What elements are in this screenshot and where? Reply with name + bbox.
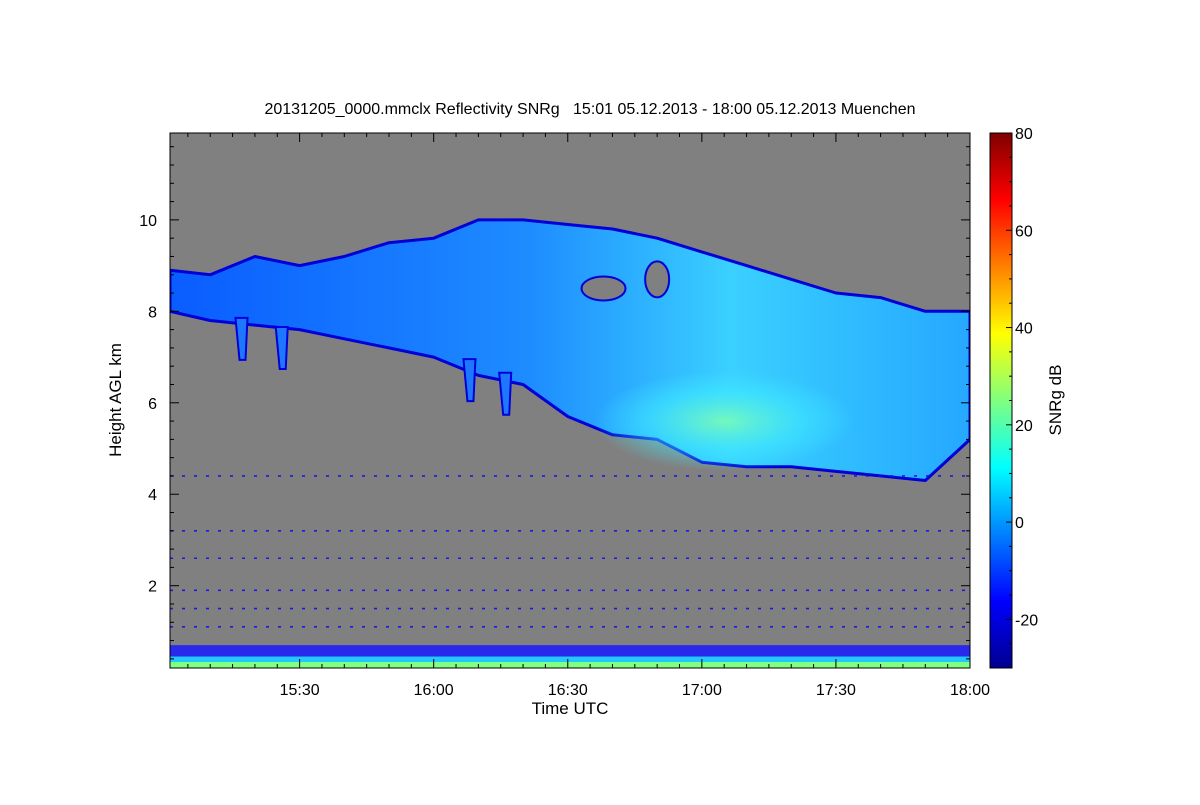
x-axis: 15:30 16:00 16:30 17:00 17:30 18:00 (187, 133, 990, 699)
colorbar-tick-label: 40 (1015, 321, 1033, 338)
y-axis-label: Height AGL km (106, 343, 125, 457)
colorbar-tick-label: 80 (1015, 126, 1033, 143)
x-tick-label: 16:30 (548, 682, 588, 699)
colorbar-tick-label: 60 (1015, 223, 1033, 240)
x-tick-label: 17:30 (816, 682, 856, 699)
y-tick-label: 6 (148, 396, 157, 413)
clutter-band-surface (170, 662, 970, 668)
chart-title: 20131205_0000.mmclx Reflectivity SNRg 15… (264, 101, 915, 118)
cloud-core (594, 371, 855, 472)
colorbar-tick-label: -20 (1015, 612, 1038, 629)
fall-streak (498, 371, 513, 416)
ground-clutter (170, 475, 970, 668)
colorbar-label: SNRg dB (1046, 365, 1065, 436)
fall-streak (234, 316, 249, 361)
y-tick-label: 4 (148, 487, 157, 504)
cloud-gap (580, 275, 627, 302)
plot-frame (169, 132, 971, 669)
colorbar-axis: -20 0 20 40 60 80 (1006, 126, 1038, 645)
y-tick-label: 10 (139, 213, 157, 230)
fall-streak (274, 326, 289, 371)
x-tick-label: 16:00 (414, 682, 454, 699)
x-tick-label: 17:00 (682, 682, 722, 699)
x-tick-label: 15:30 (280, 682, 320, 699)
colorbar-tick-label: 0 (1015, 515, 1024, 532)
cloud-gap (644, 260, 671, 299)
fall-streak (462, 358, 477, 403)
x-tick-label: 18:00 (950, 682, 990, 699)
cloud-layer (170, 218, 970, 482)
y-tick-label: 2 (148, 579, 157, 596)
clutter-band (170, 645, 970, 657)
y-axis: 2 4 6 8 10 (139, 146, 970, 660)
colorbar (989, 132, 1013, 669)
y-tick-label: 8 (148, 304, 157, 321)
x-axis-label: Time UTC (532, 699, 609, 718)
colorbar-tick-label: 20 (1015, 418, 1033, 435)
